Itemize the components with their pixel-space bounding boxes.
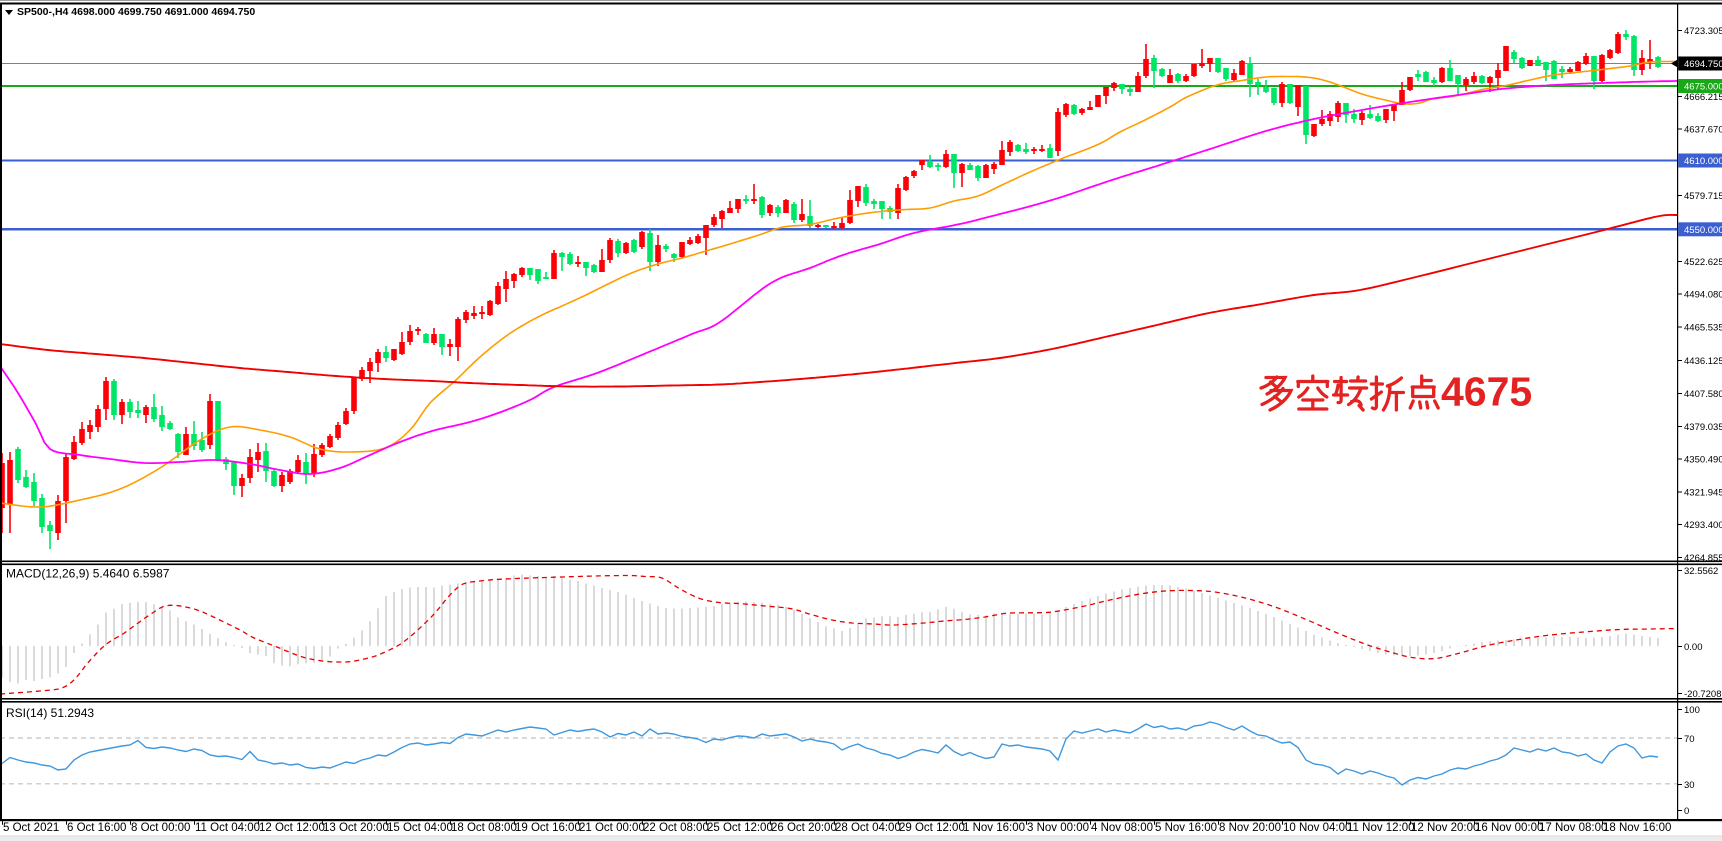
svg-text:5 Nov 16:00: 5 Nov 16:00 xyxy=(1155,822,1217,834)
svg-text:4407.580: 4407.580 xyxy=(1684,389,1722,400)
svg-text:4550.000: 4550.000 xyxy=(1684,225,1722,236)
svg-text:17 Nov 08:00: 17 Nov 08:00 xyxy=(1539,822,1607,834)
svg-text:0: 0 xyxy=(1684,806,1689,817)
svg-text:0.00: 0.00 xyxy=(1684,642,1703,653)
svg-text:4675: 4675 xyxy=(1441,369,1532,415)
svg-text:100: 100 xyxy=(1684,705,1700,716)
svg-text:25 Oct 12:00: 25 Oct 12:00 xyxy=(707,822,773,834)
svg-text:RSI(14) 51.2943: RSI(14) 51.2943 xyxy=(6,706,94,720)
svg-text:1 Nov 16:00: 1 Nov 16:00 xyxy=(963,822,1025,834)
svg-text:4666.215: 4666.215 xyxy=(1684,92,1722,103)
svg-text:4436.125: 4436.125 xyxy=(1684,356,1722,367)
svg-text:4264.855: 4264.855 xyxy=(1684,553,1722,564)
svg-text:4723.305: 4723.305 xyxy=(1684,26,1722,37)
svg-text:26 Oct 20:00: 26 Oct 20:00 xyxy=(771,822,837,834)
svg-text:4610.000: 4610.000 xyxy=(1684,156,1722,167)
svg-text:-20.7208: -20.7208 xyxy=(1684,689,1722,700)
svg-text:18 Nov 16:00: 18 Nov 16:00 xyxy=(1603,822,1671,834)
svg-text:8 Oct 00:00: 8 Oct 00:00 xyxy=(131,822,190,834)
svg-text:70: 70 xyxy=(1684,734,1695,745)
svg-text:4494.080: 4494.080 xyxy=(1684,290,1722,301)
svg-text:4465.535: 4465.535 xyxy=(1684,322,1722,333)
svg-text:13 Oct 20:00: 13 Oct 20:00 xyxy=(323,822,389,834)
svg-text:12 Nov 20:00: 12 Nov 20:00 xyxy=(1411,822,1479,834)
svg-text:SP500-,H4 4698.000 4699.750 4: SP500-,H4 4698.000 4699.750 4691.000 469… xyxy=(17,6,255,18)
svg-text:11 Oct 04:00: 11 Oct 04:00 xyxy=(195,822,260,834)
svg-text:6 Oct 16:00: 6 Oct 16:00 xyxy=(67,822,126,834)
svg-text:30: 30 xyxy=(1684,780,1695,791)
svg-text:10 Nov 04:00: 10 Nov 04:00 xyxy=(1283,822,1351,834)
svg-text:4694.750: 4694.750 xyxy=(1684,59,1722,70)
svg-text:19 Oct 16:00: 19 Oct 16:00 xyxy=(515,822,581,834)
svg-text:11 Nov 12:00: 11 Nov 12:00 xyxy=(1347,822,1415,834)
svg-text:4522.625: 4522.625 xyxy=(1684,257,1722,268)
svg-text:MACD(12,26,9) 5.4640 6.5987: MACD(12,26,9) 5.4640 6.5987 xyxy=(6,567,170,581)
svg-text:15 Oct 04:00: 15 Oct 04:00 xyxy=(387,822,453,834)
svg-text:8 Nov 20:00: 8 Nov 20:00 xyxy=(1219,822,1281,834)
svg-text:22 Oct 08:00: 22 Oct 08:00 xyxy=(643,822,709,834)
svg-text:4350.490: 4350.490 xyxy=(1684,455,1722,466)
svg-text:4379.035: 4379.035 xyxy=(1684,422,1722,433)
svg-text:5 Oct 2021: 5 Oct 2021 xyxy=(3,822,59,834)
svg-text:16 Nov 00:00: 16 Nov 00:00 xyxy=(1475,822,1543,834)
svg-text:4579.715: 4579.715 xyxy=(1684,191,1722,202)
svg-text:32.5562: 32.5562 xyxy=(1684,566,1718,577)
svg-text:28 Oct 04:00: 28 Oct 04:00 xyxy=(835,822,901,834)
svg-text:4637.670: 4637.670 xyxy=(1684,125,1722,136)
svg-text:12 Oct 12:00: 12 Oct 12:00 xyxy=(259,822,325,834)
svg-text:4321.945: 4321.945 xyxy=(1684,487,1722,498)
svg-text:4 Nov 08:00: 4 Nov 08:00 xyxy=(1091,822,1153,834)
svg-text:21 Oct 00:00: 21 Oct 00:00 xyxy=(579,822,645,834)
svg-text:4293.400: 4293.400 xyxy=(1684,520,1722,531)
svg-text:29 Oct 12:00: 29 Oct 12:00 xyxy=(899,822,965,834)
svg-text:18 Oct 08:00: 18 Oct 08:00 xyxy=(451,822,517,834)
svg-text:3 Nov 00:00: 3 Nov 00:00 xyxy=(1027,822,1089,834)
svg-text:4675.000: 4675.000 xyxy=(1684,82,1722,93)
